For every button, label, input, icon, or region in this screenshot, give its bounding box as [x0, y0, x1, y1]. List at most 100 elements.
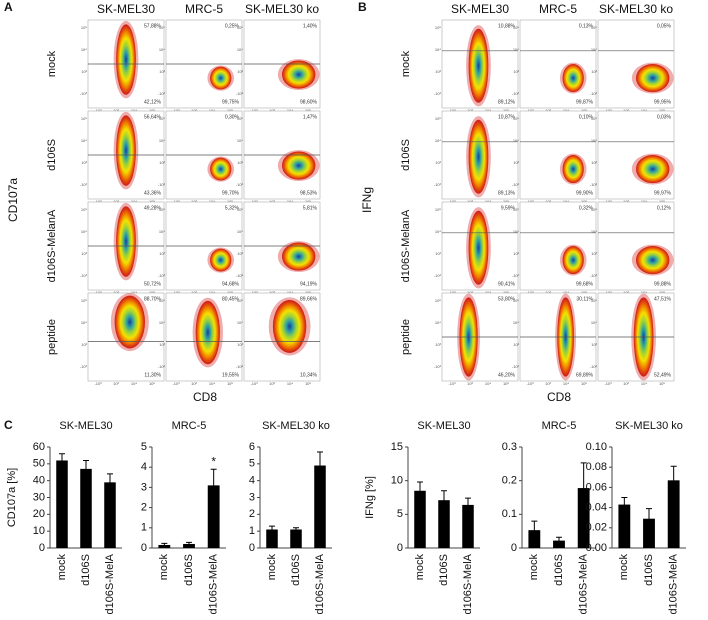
- x-tick-label: 10⁵: [227, 199, 233, 204]
- gate-percent: 5,32%: [225, 205, 240, 211]
- x-tick-label: d106S: [643, 554, 655, 586]
- y-tick-label: -10³: [512, 273, 520, 278]
- y-tick-label: 10³: [237, 69, 243, 74]
- plot-frame: [519, 201, 597, 291]
- x-tick-label: -10³: [604, 381, 612, 386]
- bar: [553, 540, 565, 548]
- x-tick-label: mock: [266, 554, 278, 581]
- y-tick-label: -10³: [158, 91, 166, 96]
- gate-percent: 11,30%: [144, 372, 161, 378]
- y-tick-label: -10³: [80, 91, 88, 96]
- gate-percent: 99,95%: [654, 99, 672, 105]
- y-tick-label: 10⁴: [513, 229, 519, 234]
- x-tick-label: 10³: [623, 290, 629, 295]
- x-tick-label: 10⁴: [131, 290, 137, 295]
- bar: [207, 485, 220, 548]
- gate-percent: 30,11%: [576, 296, 593, 302]
- density-blob: [210, 66, 232, 90]
- y-tick-label: 10⁵: [513, 207, 519, 212]
- x-tick-label: 10⁵: [149, 381, 155, 386]
- gate-percent: 99,88%: [654, 281, 672, 287]
- y-tick-label: 10³: [435, 342, 441, 347]
- x-tick-label: 10³: [269, 381, 275, 386]
- y-tick-label: 10: [391, 475, 403, 487]
- error-bar: [465, 497, 471, 512]
- y-tick-label: 10⁴: [159, 138, 165, 143]
- x-tick-label: 10³: [467, 381, 473, 386]
- x-tick-label: -10³: [526, 290, 534, 295]
- x-tick-label: 10⁵: [149, 199, 155, 204]
- density-blob: [272, 300, 307, 353]
- y-tick-label: 10⁵: [513, 25, 519, 30]
- y-tick-label: 0.08: [586, 461, 607, 473]
- x-tick-label: 10⁴: [485, 199, 491, 204]
- y-tick-label: 10³: [159, 160, 165, 165]
- panel-label: A: [4, 0, 13, 14]
- y-tick-label: 10⁴: [237, 47, 243, 52]
- x-tick-label: -10³: [448, 199, 456, 204]
- chart-title: SK-MEL30: [417, 420, 470, 432]
- x-tick-label: 10⁵: [659, 290, 665, 295]
- density-blob: [210, 157, 232, 181]
- y-tick-label: -10³: [434, 364, 442, 369]
- x-tick-label: 10⁴: [209, 290, 215, 295]
- y-tick-label: -10³: [512, 91, 520, 96]
- density-blob: [282, 151, 316, 180]
- x-tick-label: 10⁵: [581, 108, 587, 113]
- error-bar: [59, 453, 65, 468]
- gate-percent: 0,03%: [657, 114, 672, 120]
- x-tick-label: d106S-MelA: [578, 553, 590, 614]
- x-tick-label: 10³: [467, 108, 473, 113]
- y-tick-label: 0: [39, 542, 45, 554]
- x-tick-label: mock: [618, 554, 630, 581]
- y-tick-label: 3: [141, 481, 147, 493]
- panel-label: B: [358, 0, 367, 14]
- y-tick-label: 10⁵: [237, 116, 243, 121]
- x-tick-label: 10⁴: [485, 108, 491, 113]
- gate-percent: 49,28%: [144, 205, 162, 211]
- x-tick-label: 10⁵: [581, 381, 587, 386]
- y-tick-label: -10³: [512, 182, 520, 187]
- gate-percent: 47,51%: [654, 296, 672, 302]
- x-tick-label: mock: [56, 554, 68, 581]
- x-tick-label: d106S: [553, 554, 565, 586]
- y-tick-label: 50: [33, 458, 45, 470]
- gate-percent: 94,68%: [222, 281, 240, 287]
- y-tick-label: 10³: [159, 342, 165, 347]
- y-tick-label: -10³: [80, 364, 88, 369]
- x-tick-label: 10³: [191, 381, 197, 386]
- y-tick-label: 10³: [237, 342, 243, 347]
- x-tick-label: 10⁵: [659, 199, 665, 204]
- gate-percent: 52,49%: [654, 372, 672, 378]
- y-tick-label: 10³: [591, 160, 597, 165]
- y-tick-label: -10³: [590, 91, 598, 96]
- x-tick-label: 10⁴: [641, 108, 647, 113]
- x-tick-label: 10⁴: [287, 290, 293, 295]
- gate-percent: 46,20%: [498, 372, 516, 378]
- density-blob: [210, 248, 232, 272]
- y-tick-label: 10³: [513, 69, 519, 74]
- bar: [643, 518, 655, 548]
- x-tick-label: 10⁵: [305, 108, 311, 113]
- error-bar: [621, 497, 628, 512]
- row-label: d106S: [46, 139, 58, 171]
- bar: [667, 480, 680, 548]
- x-tick-label: 10³: [191, 199, 197, 204]
- density-blob: [195, 300, 220, 365]
- column-header: SK-MEL30 ko: [599, 2, 673, 16]
- x-tick-label: 10³: [113, 381, 119, 386]
- x-tick-label: d106S-MelA: [462, 553, 474, 614]
- error-bar: [317, 451, 323, 479]
- y-tick-label: 10⁵: [237, 25, 243, 30]
- y-tick-label: 0: [141, 542, 147, 554]
- y-tick-label: 2: [249, 508, 255, 520]
- x-tick-label: 10³: [113, 199, 119, 204]
- y-tick-label: 10⁴: [591, 320, 597, 325]
- y-tick-label: 10⁴: [435, 229, 441, 234]
- x-tick-label: 10⁵: [149, 290, 155, 295]
- gate-percent: 0,12%: [657, 205, 672, 211]
- y-tick-label: -10³: [434, 273, 442, 278]
- x-tick-label: d106S-MelA: [314, 553, 326, 614]
- error-bar: [186, 541, 192, 546]
- bar: [438, 500, 450, 548]
